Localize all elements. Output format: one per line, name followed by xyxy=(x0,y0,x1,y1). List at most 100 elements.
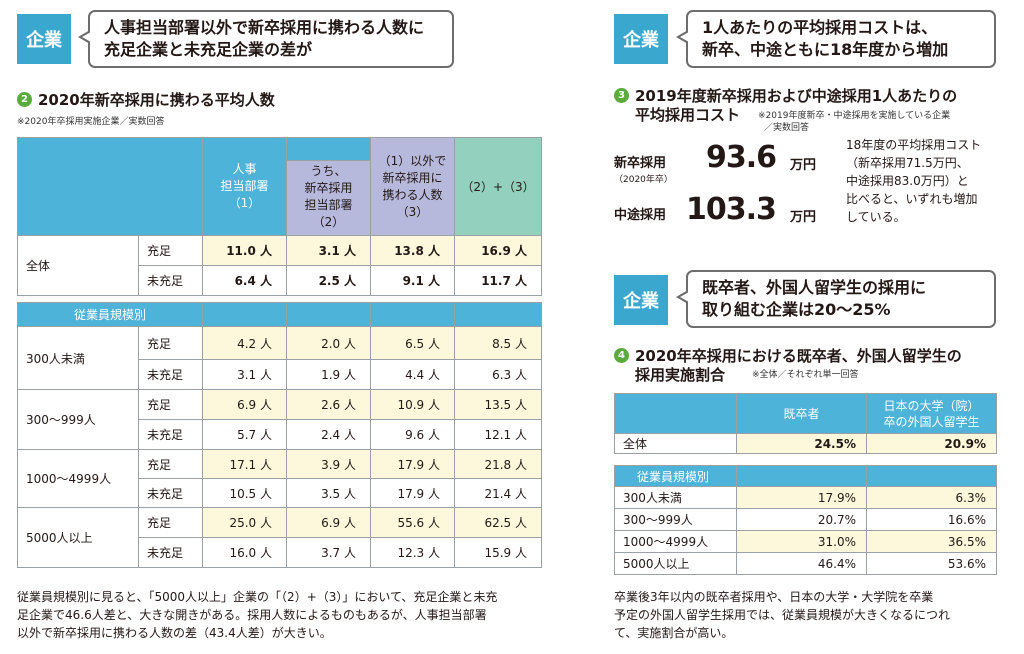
section-title-line2: 平均採用コスト xyxy=(635,105,740,125)
headline-line: 既卒者、外国人留学生の採用に xyxy=(702,278,927,297)
section-title-text: 2020年卒採用における既卒者、外国人留学生の xyxy=(635,347,962,365)
value-cell: 16.6% xyxy=(866,508,997,531)
value-cell: 11.7 人 xyxy=(454,265,542,296)
staff-table: 人事 担当部署 （1） うち、 新卒採用 担当部署 （2） （1）以外で 新卒採… xyxy=(17,137,542,296)
header-line: 日本の大学（院） xyxy=(883,398,980,413)
size-group-label: 300～999人 xyxy=(17,389,139,450)
value-cell: 2.6 人 xyxy=(286,389,372,420)
value-cell: 46.4% xyxy=(736,552,867,575)
headline-line: 1人あたりの平均採用コストは、 xyxy=(702,18,938,37)
col-header-hr-dept: 人事 担当部署 （1） xyxy=(202,137,287,236)
new-grad-value: 93.6 xyxy=(706,140,777,175)
value-cell: 2.0 人 xyxy=(286,326,372,360)
value-cell: 3.1 人 xyxy=(202,359,288,390)
section-title-text: 採用実施割合 xyxy=(635,366,726,384)
value-cell: 17.9% xyxy=(736,486,867,509)
value-cell: 15.9 人 xyxy=(454,537,543,568)
left-paragraph: 従業員規模別に見ると、「5000人以上」企業の「（2）+（3）」において、充足企… xyxy=(17,588,547,642)
new-grad-unit: 万円 xyxy=(790,158,817,173)
header-line: 新卒採用 xyxy=(304,181,353,195)
value-cell: 31.0% xyxy=(736,530,867,553)
section-title-text: 平均採用コスト xyxy=(635,106,741,124)
value-cell: 3.1 人 xyxy=(286,235,371,266)
value-cell: 13.5 人 xyxy=(454,389,543,420)
size-row-label: 300～999人 xyxy=(614,508,737,531)
size-header: 従業員規模別 xyxy=(16,302,204,327)
size-row-label: 1000～4999人 xyxy=(614,530,737,553)
status-label: 未充足 xyxy=(137,478,204,508)
size-header-blank xyxy=(370,302,456,327)
section-note: ※2020年卒採用実施企業／実数回答 xyxy=(17,117,165,127)
size-header: 従業員規模別 xyxy=(614,465,737,487)
header-line: 担当部署 xyxy=(220,179,269,193)
value-cell: 6.3 人 xyxy=(454,359,543,390)
paragraph-line: 足企業で46.6人差と、大きな開きがある。採用人数によるものもあるが、人事担当部… xyxy=(17,608,487,622)
col-header-new-grad-dept: うち、 新卒採用 担当部署 （2） xyxy=(286,137,371,236)
status-label: 未充足 xyxy=(137,419,204,450)
section-number: 2 xyxy=(17,92,32,107)
value-cell: 13.8 人 xyxy=(370,235,455,266)
section-note: ※2019年度新卒・中途採用を実施している企業 ／実数回答 xyxy=(758,110,950,134)
right-paragraph: 卒業後3年以内の既卒者採用や、日本の大学・大学院を卒業 予定の外国人留学生採用で… xyxy=(614,588,1014,642)
headline-line: 人事担当部署以外で新卒採用に携わる人数に xyxy=(104,18,425,37)
headline-bubble: 人事担当部署以外で新卒採用に携わる人数に 充足企業と未充足企業の差が xyxy=(78,10,454,68)
header-line: 新卒採用に xyxy=(382,170,443,185)
size-header-blank xyxy=(454,302,543,327)
size-group-label: 300人未満 xyxy=(17,326,139,390)
category-tag: 企業 xyxy=(17,14,71,64)
size-header-blank xyxy=(736,465,867,487)
section-title-text: 2019年度新卒採用および中途採用1人あたりの xyxy=(635,87,958,105)
value-cell: 5.7 人 xyxy=(202,419,288,450)
status-label: 未充足 xyxy=(137,359,204,390)
mid-career-value: 103.3 xyxy=(686,192,777,227)
value-cell: 10.9 人 xyxy=(370,389,456,420)
value-cell: 21.8 人 xyxy=(454,449,543,479)
new-grad-label: 新卒採用 xyxy=(614,156,667,171)
header-line: 人事 xyxy=(232,162,257,176)
paragraph-line: 卒業後3年以内の既卒者採用や、日本の大学・大学院を卒業 xyxy=(614,590,934,604)
status-label: 充足 xyxy=(138,235,203,266)
headline-bubble: 1人あたりの平均採用コストは、 新卒、中途ともに18年度から増加 xyxy=(676,10,996,68)
cost-comment: 18年度の平均採用コスト （新卒採用71.5万円、 中途採用83.0万円）と 比… xyxy=(846,136,981,226)
paragraph-line: 従業員規模別に見ると、「5000人以上」企業の「（2）+（3）」において、充足企… xyxy=(17,590,498,604)
mid-career-cost: 中途採用 103.3 万円 xyxy=(614,192,844,234)
section-number: 4 xyxy=(614,348,629,363)
value-cell: 6.9 人 xyxy=(286,507,372,538)
value-cell: 53.6% xyxy=(866,552,997,575)
value-cell: 6.9 人 xyxy=(202,389,288,420)
value-cell: 6.3% xyxy=(866,486,997,509)
value-cell: 10.5 人 xyxy=(202,478,288,508)
hiring-rate-table: 既卒者 日本の大学（院） 卒の外国人留学生 全体 24.5% 20.9% xyxy=(614,393,997,454)
headline-bubble: 既卒者、外国人留学生の採用に 取り組む企業は20～25% xyxy=(676,270,996,328)
new-grad-cost: 新卒採用 （2020年卒） 93.6 万円 xyxy=(614,140,834,186)
value-cell: 17.1 人 xyxy=(202,449,288,479)
status-label: 未充足 xyxy=(137,537,204,568)
paragraph-line: 予定の外国人留学生採用では、従業員規模が大きくなるにつれ xyxy=(614,608,951,622)
status-label: 充足 xyxy=(137,326,204,360)
section-title-text: 2020年新卒採用に携わる平均人数 xyxy=(38,91,275,109)
status-label: 未充足 xyxy=(138,265,203,296)
size-row-label: 5000人以上 xyxy=(614,552,737,575)
value-cell: 16.9 人 xyxy=(454,235,542,266)
section-title: 2 2020年新卒採用に携わる平均人数 xyxy=(17,90,275,110)
header-line: 携わる人数 xyxy=(382,187,443,202)
value-cell: 2.4 人 xyxy=(286,419,372,450)
value-cell: 6.4 人 xyxy=(202,265,287,296)
value-cell: 11.0 人 xyxy=(202,235,287,266)
value-cell: 17.9 人 xyxy=(370,449,456,479)
value-cell: 55.6 人 xyxy=(370,507,456,538)
value-cell: 9.1 人 xyxy=(370,265,455,296)
section-title: 4 2020年卒採用における既卒者、外国人留学生の xyxy=(614,346,962,366)
value-cell: 16.0 人 xyxy=(202,537,288,568)
row-label-overall: 全体 xyxy=(614,433,737,454)
comment-line: 18年度の平均採用コスト xyxy=(846,138,982,152)
header-line: 卒の外国人留学生 xyxy=(883,414,980,429)
value-cell: 3.9 人 xyxy=(286,449,372,479)
value-cell: 9.6 人 xyxy=(370,419,456,450)
value-cell: 3.5 人 xyxy=(286,478,372,508)
value-cell: 2.5 人 xyxy=(286,265,371,296)
paragraph-line: 以外で新卒採用に携わる人数の差（43.4人差）が大きい。 xyxy=(17,626,332,640)
mid-career-unit: 万円 xyxy=(790,210,817,225)
note-line: ／実数回答 xyxy=(764,123,810,133)
size-group-label: 5000人以上 xyxy=(17,507,139,568)
